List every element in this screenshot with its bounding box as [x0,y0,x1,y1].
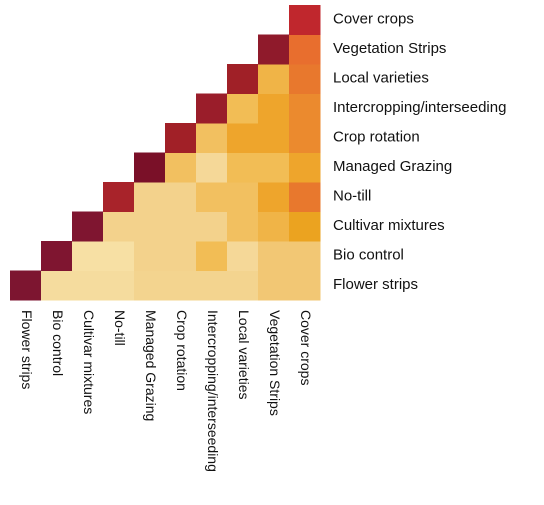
heatmap-cell [41,270,73,301]
heatmap-cell [258,34,290,65]
heatmap-cell [289,123,321,153]
column-label: Managed Grazing [143,310,159,421]
heatmap-cell [227,241,259,271]
heatmap-cell [227,182,259,212]
row-label: Vegetation Strips [333,40,446,57]
heatmap-cell [258,182,290,212]
heatmap-cell [103,211,135,242]
row-label: Local varieties [333,70,429,87]
heatmap-cell [134,241,166,271]
column-label: Crop rotation [174,310,190,391]
heatmap-cell [196,152,228,183]
row-label: Flower strips [333,276,418,293]
row-label: Crop rotation [333,129,420,146]
column-label: No-till [112,310,128,346]
heatmap-cell [258,64,290,94]
heatmap-cell [289,5,321,35]
column-label: Local varieties [236,310,252,400]
heatmap-cell [10,270,42,301]
heatmap-cell [72,241,104,271]
heatmap-cell [258,93,290,124]
heatmap-cell [72,270,104,301]
heatmap-cell [134,182,166,212]
column-label: Bio control [50,310,66,376]
heatmap-cell [289,93,321,124]
heatmap-cell [196,93,228,124]
heatmap-cell [165,211,197,242]
column-label: Cover crops [298,310,314,385]
row-label: Intercropping/interseeding [333,99,506,116]
column-label: Vegetation Strips [267,310,283,416]
heatmap-cell [41,241,73,271]
heatmap-cell [134,270,166,301]
heatmap-cell [227,152,259,183]
heatmap-cell [258,211,290,242]
heatmap-cell [227,64,259,94]
heatmap-cell [134,152,166,183]
heatmap-cell [196,241,228,271]
row-label: Managed Grazing [333,158,452,175]
heatmap-cell [165,123,197,153]
heatmap-cell [227,211,259,242]
heatmap-cell [196,270,228,301]
heatmap-cell [258,152,290,183]
heatmap-cell [196,211,228,242]
column-label: Cultivar mixtures [81,310,97,414]
heatmap-cell [196,123,228,153]
row-label: Cover crops [333,11,414,28]
heatmap-cell [165,270,197,301]
heatmap-cell [289,182,321,212]
heatmap-cell [227,93,259,124]
row-label: Cultivar mixtures [333,217,445,234]
heatmap-cell [289,211,321,242]
row-label: Bio control [333,247,404,264]
heatmap-cell [72,211,104,242]
heatmap-cell [165,241,197,271]
heatmap-cell [289,241,321,271]
heatmap-cell [165,152,197,183]
heatmap-cell [196,182,228,212]
row-label: No-till [333,188,371,205]
heatmap-cell [289,152,321,183]
heatmap-cell [289,270,321,301]
column-label: Intercropping/interseeding [205,310,221,472]
heatmap-cell [227,123,259,153]
heatmap-cell [258,270,290,301]
heatmap-cell [103,270,135,301]
heatmap-cell [103,241,135,271]
heatmap-cell [258,241,290,271]
heatmap-cell [227,270,259,301]
heatmap-cell [289,34,321,65]
column-label: Flower strips [19,310,35,389]
heatmap-cell [134,211,166,242]
heatmap-cell [289,64,321,94]
heatmap-cell [165,182,197,212]
heatmap-cell [258,123,290,153]
heatmap-cell [103,182,135,212]
